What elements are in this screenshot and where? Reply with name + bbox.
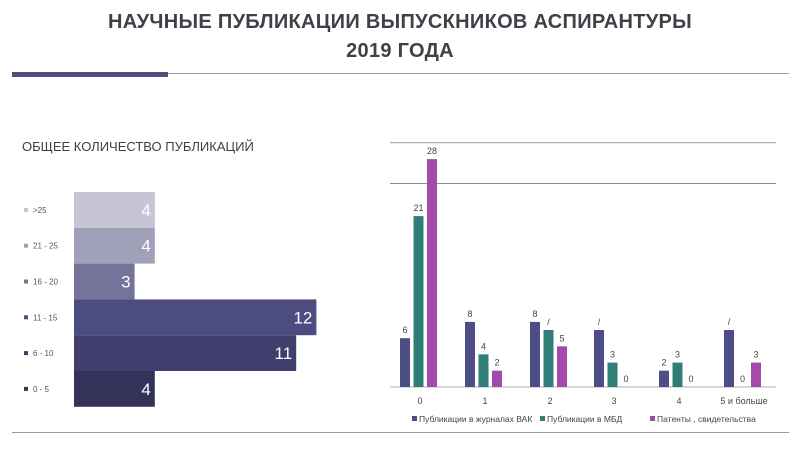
legend-label-1: Публикации в МБД — [547, 414, 623, 424]
bar-s2-c0 — [427, 159, 437, 387]
bar-s1-c2 — [543, 330, 554, 387]
x-tick-label-3: 3 — [611, 396, 616, 406]
legend-marker-1 — [540, 416, 545, 421]
x-tick-label-1: 1 — [482, 396, 487, 406]
legend-label-2: 16 - 20 — [33, 278, 58, 287]
data-label-s0-c4: 2 — [661, 358, 666, 368]
title-accent-bar — [12, 72, 168, 77]
data-label-s2-c2: 5 — [559, 333, 564, 343]
data-label-s2-c5: 3 — [753, 350, 758, 360]
legend-marker-1 — [24, 243, 28, 248]
x-tick-label-2: 2 — [547, 396, 552, 406]
legend-marker-0 — [412, 416, 417, 421]
legend-marker-2 — [24, 279, 28, 284]
bar-value-label-0: 4 — [141, 201, 150, 220]
bar-s0-c4 — [659, 370, 669, 387]
data-label-s2-c3: 0 — [623, 374, 628, 384]
bar-5 — [74, 371, 155, 407]
bar-value-label-4: 11 — [275, 344, 293, 363]
title-divider — [12, 73, 789, 74]
legend-label-5: 0 - 5 — [33, 385, 50, 394]
data-label-s0-c1: 8 — [467, 309, 472, 319]
bar-s1-c1 — [478, 354, 489, 387]
slide-title: НАУЧНЫЕ ПУБЛИКАЦИИ ВЫПУСКНИКОВ АСПИРАНТУ… — [0, 8, 800, 66]
bar-s0-c3 — [594, 330, 604, 387]
bar-s1-c3 — [607, 362, 618, 387]
bottom-divider — [12, 432, 789, 433]
bar-s1-c4 — [672, 362, 683, 387]
bar-value-label-2: 3 — [121, 273, 130, 292]
data-label-s2-c4: 0 — [688, 374, 693, 384]
legend-label-0: >25 — [33, 206, 47, 215]
data-label-s2-c0: 28 — [427, 146, 437, 156]
data-label-s2-c1: 2 — [494, 358, 499, 368]
data-label-s0-c3: / — [598, 317, 601, 327]
legend-marker-0 — [24, 207, 28, 212]
legend-label-4: 6 - 10 — [33, 349, 54, 358]
bar-3 — [74, 299, 317, 336]
data-label-s1-c1: 4 — [481, 341, 486, 351]
bar-2 — [74, 263, 135, 300]
bar-s0-c5 — [724, 330, 734, 387]
bar-4 — [74, 335, 297, 371]
legend-marker-4 — [24, 351, 28, 356]
data-label-s1-c0: 21 — [413, 203, 423, 213]
legend-label-3: 11 - 15 — [33, 313, 58, 322]
legend-marker-3 — [24, 315, 28, 320]
bar-s0-c1 — [465, 321, 475, 387]
bar-s2-c1 — [492, 370, 502, 387]
legend-label-0: Публикации в журналах ВАК — [419, 414, 532, 424]
slide-title-line1: НАУЧНЫЕ ПУБЛИКАЦИИ ВЫПУСКНИКОВ АСПИРАНТУ… — [107, 11, 693, 33]
data-label-s1-c5: 0 — [740, 374, 745, 384]
bar-1 — [74, 227, 155, 264]
bar-s0-c0 — [400, 338, 410, 387]
bar-s2-c5 — [751, 362, 761, 387]
x-tick-label-0: 0 — [417, 396, 422, 406]
data-label-s1-c4: 3 — [675, 350, 680, 360]
bar-0 — [74, 192, 155, 228]
data-label-s0-c0: 6 — [402, 325, 407, 335]
data-label-s1-c3: 3 — [610, 350, 615, 360]
data-label-s0-c2: 8 — [532, 309, 537, 319]
bar-s0-c2 — [530, 321, 540, 387]
data-label-s0-c5: / — [728, 317, 731, 327]
legend-marker-2 — [650, 416, 655, 421]
legend-label-1: 21 - 25 — [33, 242, 58, 251]
x-tick-label-4: 4 — [676, 396, 681, 406]
legend-label-2: Патенты , свидетельства — [657, 414, 756, 424]
bar-value-label-1: 4 — [141, 237, 150, 256]
bar-value-label-5: 4 — [141, 380, 150, 399]
bar-value-label-3: 12 — [293, 308, 312, 327]
left-chart-title: ОБЩЕЕ КОЛИЧЕСТВО ПУБЛИКАЦИЙ — [22, 139, 254, 154]
data-label-s1-c2: / — [547, 317, 550, 327]
bar-s2-c2 — [557, 346, 567, 387]
bar-s1-c0 — [413, 216, 424, 387]
legend-marker-5 — [24, 386, 28, 391]
x-tick-label-5: 5 и больше — [720, 396, 767, 406]
slide-title-line2: 2019 ГОДА — [346, 40, 454, 62]
